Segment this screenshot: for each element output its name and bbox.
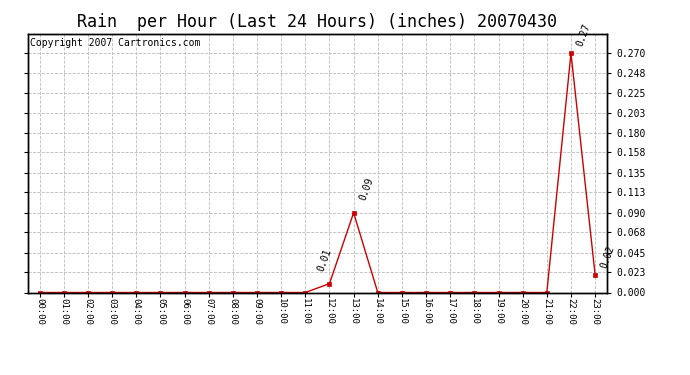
Title: Rain  per Hour (Last 24 Hours) (inches) 20070430: Rain per Hour (Last 24 Hours) (inches) 2… [77,13,558,31]
Text: 0.09: 0.09 [358,176,375,202]
Text: 0.02: 0.02 [600,244,617,269]
Text: 0.27: 0.27 [575,22,593,48]
Text: 0.01: 0.01 [315,247,333,273]
Text: Copyright 2007 Cartronics.com: Copyright 2007 Cartronics.com [30,38,201,48]
